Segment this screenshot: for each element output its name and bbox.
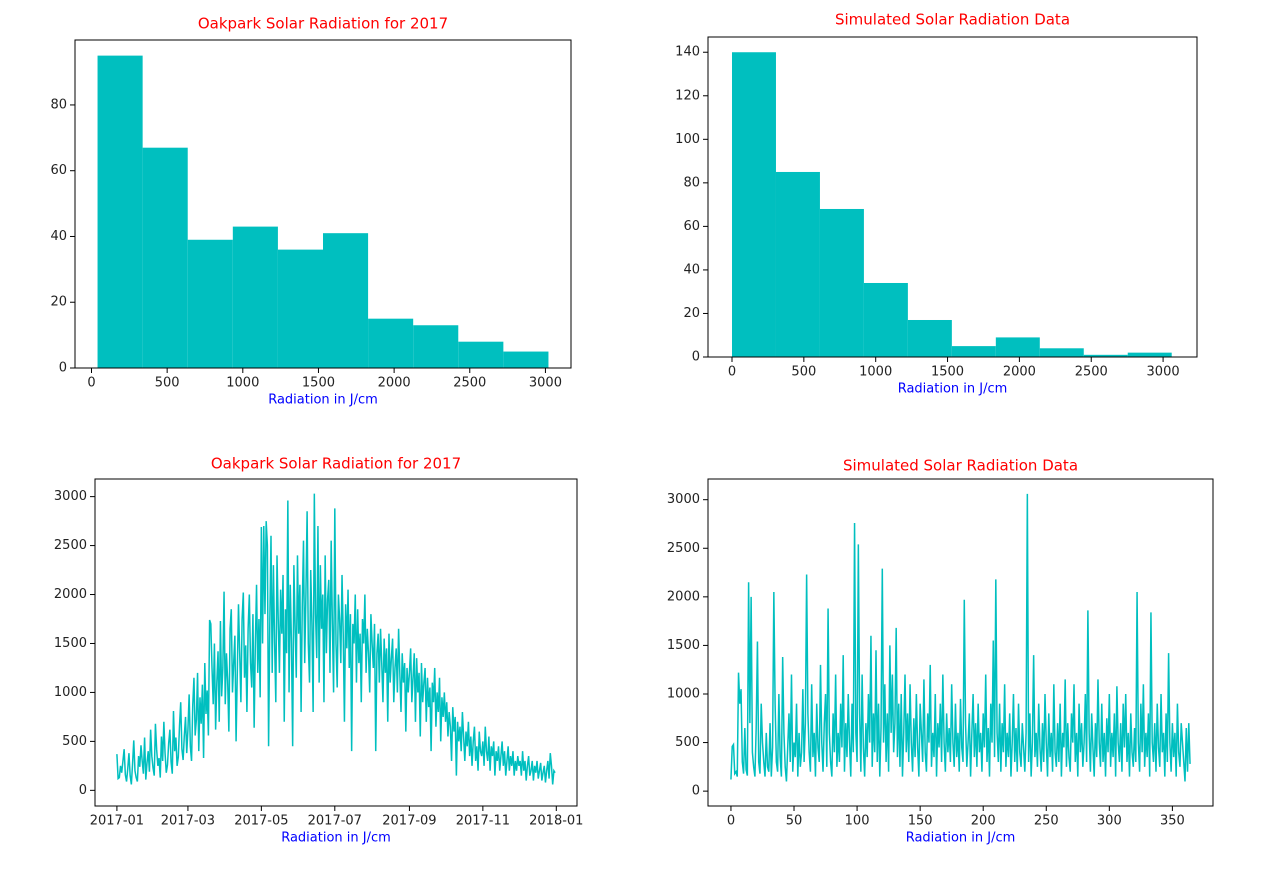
- histogram-bar: [187, 239, 233, 368]
- x-tick-label: 1500: [931, 365, 964, 380]
- y-tick-label: 1500: [667, 638, 700, 653]
- histogram-bar: [1127, 352, 1172, 357]
- y-tick-label: 2500: [54, 538, 87, 553]
- y-tick-label: 3000: [667, 492, 700, 507]
- y-tick-label: 0: [79, 783, 87, 798]
- y-tick-label: 80: [50, 97, 67, 112]
- y-tick-label: 2000: [667, 589, 700, 604]
- histogram-bar: [731, 52, 776, 357]
- histogram-bar: [458, 341, 504, 368]
- chart-title: Oakpark Solar Radiation for 2017: [198, 15, 448, 33]
- x-tick-label: 500: [791, 365, 816, 380]
- y-tick-label: 500: [62, 734, 87, 749]
- y-tick-label: 1500: [54, 636, 87, 651]
- x-tick-label: 0: [87, 376, 95, 391]
- series-line: [116, 493, 556, 785]
- histogram-bar: [97, 55, 143, 368]
- x-tick-label: 2017-01: [90, 814, 144, 829]
- histogram-bar: [863, 282, 908, 357]
- y-tick-label: 500: [675, 735, 700, 750]
- x-tick-label: 1000: [226, 376, 259, 391]
- histogram-bar: [413, 325, 459, 368]
- x-axis-label: Radiation in J/cm: [898, 382, 1008, 397]
- x-axis-label: Radiation in J/cm: [906, 831, 1016, 846]
- plot-frame: [74, 39, 572, 369]
- x-tick-label: 3000: [1147, 365, 1180, 380]
- x-tick-label: 2017-03: [161, 814, 215, 829]
- histogram-bar: [232, 226, 278, 368]
- y-tick-label: 40: [50, 229, 67, 244]
- histogram-bar: [1039, 348, 1084, 357]
- x-tick-label: 350: [1160, 814, 1185, 829]
- x-tick-label: 2017-09: [382, 814, 436, 829]
- plot-frame: [94, 478, 578, 807]
- y-tick-label: 40: [683, 262, 700, 277]
- x-tick-label: 0: [728, 365, 736, 380]
- histogram-bar: [142, 147, 188, 368]
- x-tick-label: 500: [155, 376, 180, 391]
- y-tick-label: 2500: [667, 541, 700, 556]
- x-tick-label: 250: [1034, 814, 1059, 829]
- x-tick-label: 200: [971, 814, 996, 829]
- x-axis-label: Radiation in J/cm: [281, 831, 391, 846]
- y-tick-label: 20: [50, 295, 67, 310]
- y-tick-label: 0: [59, 361, 67, 376]
- x-tick-label: 2000: [1003, 365, 1036, 380]
- plot-frame: [707, 478, 1214, 807]
- y-tick-label: 100: [675, 132, 700, 147]
- histogram-bar: [503, 351, 549, 368]
- y-tick-label: 1000: [54, 685, 87, 700]
- y-tick-label: 2000: [54, 587, 87, 602]
- histogram-bar: [277, 249, 323, 368]
- histogram-bar: [995, 337, 1040, 357]
- x-tick-label: 0: [727, 814, 735, 829]
- x-tick-label: 50: [786, 814, 803, 829]
- x-tick-label: 2500: [453, 376, 486, 391]
- histogram-bar: [775, 171, 820, 357]
- y-tick-label: 140: [675, 45, 700, 60]
- x-tick-label: 3000: [529, 376, 562, 391]
- y-tick-label: 3000: [54, 489, 87, 504]
- x-tick-label: 2017-07: [308, 814, 362, 829]
- chart-title: Simulated Solar Radiation Data: [835, 11, 1070, 29]
- x-tick-label: 100: [845, 814, 870, 829]
- x-tick-label: 2017-05: [234, 814, 288, 829]
- y-tick-label: 1000: [667, 686, 700, 701]
- x-tick-label: 1500: [302, 376, 335, 391]
- x-tick-label: 2000: [378, 376, 411, 391]
- x-tick-label: 2017-11: [456, 814, 510, 829]
- y-tick-label: 60: [683, 219, 700, 234]
- x-tick-label: 2018-01: [529, 814, 583, 829]
- y-tick-label: 0: [692, 784, 700, 799]
- histogram-bar: [368, 318, 414, 368]
- x-tick-label: 2500: [1075, 365, 1108, 380]
- y-tick-label: 120: [675, 88, 700, 103]
- y-tick-label: 80: [683, 175, 700, 190]
- y-tick-label: 20: [683, 306, 700, 321]
- x-axis-label: Radiation in J/cm: [268, 393, 378, 408]
- x-tick-label: 1000: [859, 365, 892, 380]
- chart-title: Simulated Solar Radiation Data: [843, 457, 1078, 475]
- y-tick-label: 60: [50, 163, 67, 178]
- histogram-bar: [323, 233, 369, 368]
- plot-frame: [707, 36, 1198, 358]
- histogram-bar: [1083, 354, 1128, 357]
- y-tick-label: 0: [692, 350, 700, 365]
- x-tick-label: 300: [1097, 814, 1122, 829]
- series-line: [730, 493, 1191, 782]
- histogram-bar: [907, 319, 952, 357]
- histogram-bar: [951, 346, 996, 357]
- chart-title: Oakpark Solar Radiation for 2017: [211, 455, 461, 473]
- histogram-bar: [819, 208, 864, 357]
- x-tick-label: 150: [908, 814, 933, 829]
